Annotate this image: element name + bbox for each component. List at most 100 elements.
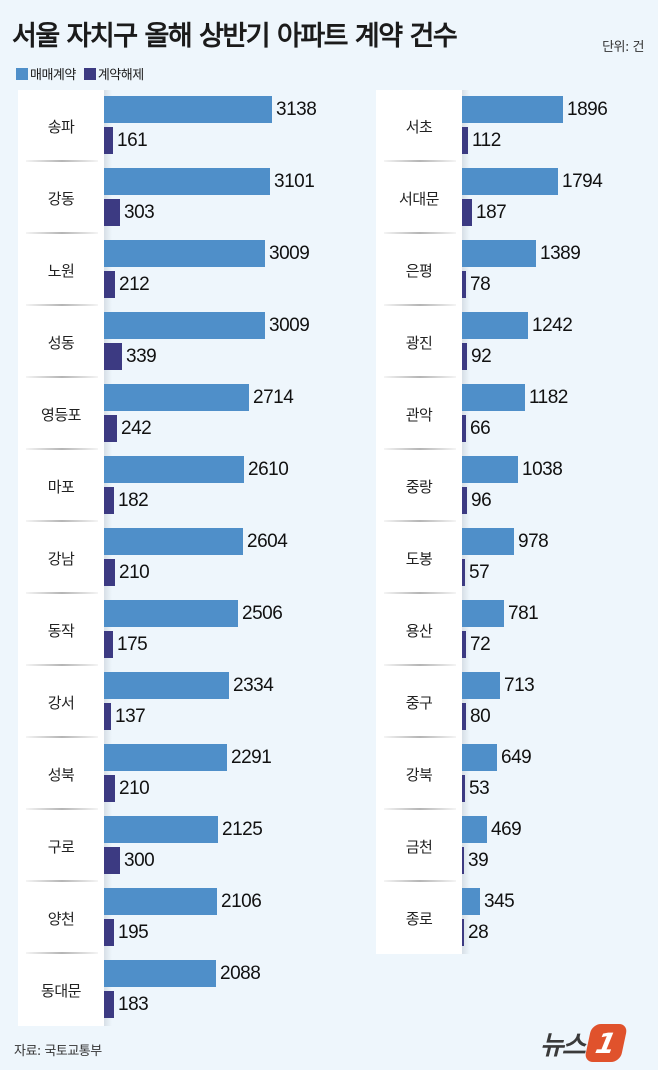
cancel-bar: [462, 775, 465, 802]
cancel-bar: [104, 343, 122, 370]
bar-row: 강북 649 53: [376, 738, 658, 810]
cancel-bar: [462, 703, 466, 730]
legend-swatch-sale: [16, 67, 28, 80]
cancel-value: 212: [119, 273, 150, 295]
cancel-bar-group: 339: [104, 343, 157, 370]
district-label: 도봉: [376, 522, 462, 594]
sale-value: 2088: [220, 962, 261, 984]
cancel-value: 78: [470, 273, 491, 295]
panel-shadow: [462, 162, 470, 234]
cancel-bar: [462, 487, 467, 514]
sale-bar-group: 2334: [104, 672, 274, 699]
sale-bar: [104, 456, 244, 483]
sale-bar: [104, 744, 227, 771]
sale-bar-group: 1182: [462, 384, 568, 411]
cancel-value: 137: [115, 705, 146, 727]
district-label: 관악: [376, 378, 462, 450]
panel-shadow: [462, 522, 470, 594]
sale-value: 2506: [242, 602, 283, 624]
cancel-value: 303: [124, 201, 155, 223]
cancel-bar: [104, 919, 114, 946]
bar-row: 종로 345 28: [376, 882, 658, 954]
sale-bar-group: 978: [462, 528, 549, 555]
legend: 매매계약 계약해제: [16, 64, 148, 83]
sale-bar: [104, 600, 238, 627]
district-label: 성북: [18, 738, 104, 810]
bar-row: 성북 2291 210: [18, 738, 318, 810]
sale-bar: [462, 744, 497, 771]
sale-bar-group: 713: [462, 672, 535, 699]
cancel-value: 39: [468, 849, 489, 871]
cancel-value: 66: [470, 417, 491, 439]
sale-bar-group: 3009: [104, 240, 310, 267]
sale-value: 1242: [532, 314, 573, 336]
sale-bar-group: 3138: [104, 96, 317, 123]
cancel-bar-group: 212: [104, 271, 150, 298]
cancel-value: 187: [476, 201, 507, 223]
cancel-bar: [104, 127, 113, 154]
cancel-bar: [462, 271, 466, 298]
cancel-bar: [462, 847, 464, 874]
sale-value: 1389: [540, 242, 581, 264]
cancel-bar-group: 96: [462, 487, 492, 514]
panel-shadow: [462, 810, 470, 882]
sale-bar-group: 2506: [104, 600, 283, 627]
sale-value: 2125: [222, 818, 263, 840]
bar-row: 서초 1896 112: [376, 90, 658, 162]
sale-bar: [104, 96, 272, 123]
cancel-value: 112: [472, 129, 501, 151]
sale-bar-group: 2088: [104, 960, 261, 987]
cancel-bar: [462, 631, 466, 658]
sale-value: 2610: [248, 458, 289, 480]
sale-value: 1182: [529, 386, 568, 408]
district-label: 강북: [376, 738, 462, 810]
cancel-bar-group: 78: [462, 271, 491, 298]
cancel-value: 339: [126, 345, 157, 367]
sale-value: 3009: [269, 314, 310, 336]
bar-row: 양천 2106 195: [18, 882, 318, 954]
sale-value: 713: [504, 674, 535, 696]
district-label: 동작: [18, 594, 104, 666]
sale-bar: [462, 168, 558, 195]
sale-bar: [462, 888, 480, 915]
sale-bar-group: 1794: [462, 168, 603, 195]
district-label: 마포: [18, 450, 104, 522]
cancel-bar: [462, 919, 464, 946]
sale-value: 2604: [247, 530, 288, 552]
sale-value: 781: [508, 602, 539, 624]
cancel-bar-group: 210: [104, 775, 150, 802]
panel-shadow: [462, 450, 470, 522]
sale-bar-group: 2714: [104, 384, 294, 411]
cancel-bar-group: 72: [462, 631, 491, 658]
cancel-bar-group: 300: [104, 847, 155, 874]
cancel-value: 53: [469, 777, 490, 799]
sale-value: 2106: [221, 890, 262, 912]
cancel-value: 210: [119, 561, 150, 583]
cancel-bar-group: 28: [462, 919, 489, 946]
unit-label: 단위: 건: [602, 40, 644, 55]
cancel-bar: [104, 559, 115, 586]
bar-row: 강동 3101 303: [18, 162, 318, 234]
cancel-bar: [104, 847, 120, 874]
cancel-bar-group: 187: [462, 199, 507, 226]
legend-label-sale: 매매계약: [30, 68, 76, 83]
cancel-bar-group: 210: [104, 559, 150, 586]
cancel-bar-group: 137: [104, 703, 146, 730]
cancel-bar-group: 39: [462, 847, 489, 874]
sale-bar: [462, 672, 500, 699]
panel-shadow: [104, 594, 112, 666]
cancel-bar: [104, 991, 114, 1018]
sale-bar: [104, 168, 270, 195]
bar-row: 은평 1389 78: [376, 234, 658, 306]
district-label: 구로: [18, 810, 104, 882]
district-label: 노원: [18, 234, 104, 306]
district-label: 용산: [376, 594, 462, 666]
cancel-value: 96: [471, 489, 492, 511]
bar-row: 서대문 1794 187: [376, 162, 658, 234]
sale-bar: [104, 672, 229, 699]
legend-swatch-cancel: [83, 67, 96, 80]
panel-shadow: [104, 666, 112, 738]
sale-bar-group: 469: [462, 816, 522, 843]
sale-bar-group: 2291: [104, 744, 272, 771]
bar-row: 동작 2506 175: [18, 594, 318, 666]
